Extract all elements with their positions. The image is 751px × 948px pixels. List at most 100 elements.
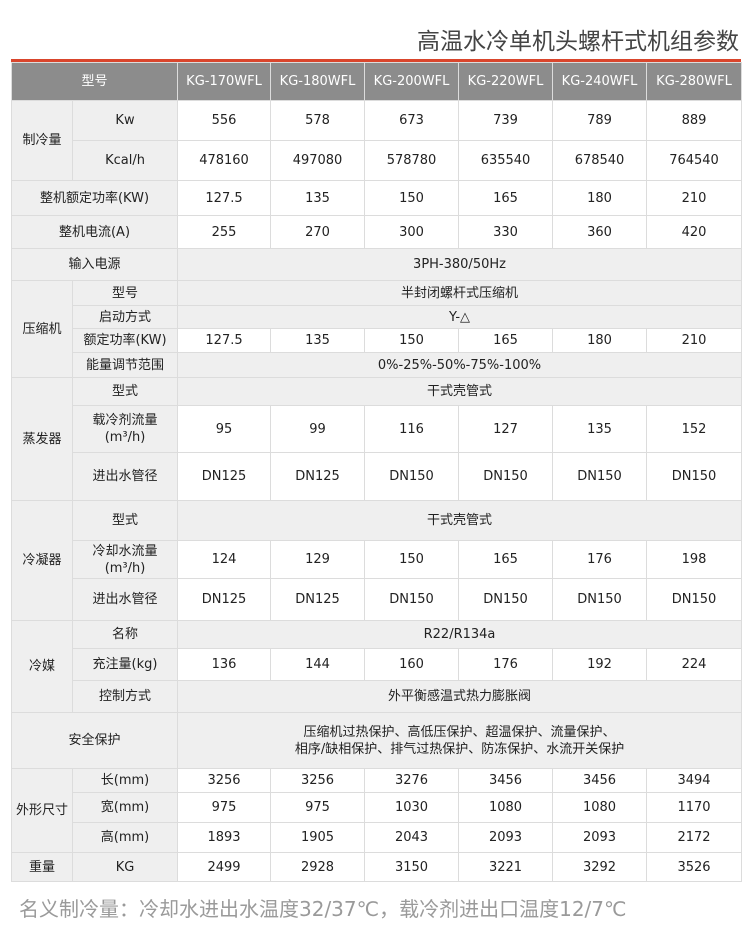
merged-value-cell: 干式壳管式 bbox=[177, 377, 743, 406]
value-cell: 150 bbox=[364, 328, 460, 353]
table-row: 外形尺寸 长(mm) 3256 3256 3276 3456 3456 3494 bbox=[11, 768, 743, 853]
value-cell: 678540 bbox=[552, 140, 648, 181]
value-cell: 3456 bbox=[458, 768, 554, 793]
header-model: KG-200WFL bbox=[364, 62, 460, 101]
value-cell: 127.5 bbox=[177, 180, 272, 216]
value-cell: 1905 bbox=[270, 822, 366, 853]
header-model-label: 型号 bbox=[10, 62, 179, 101]
table-row: 充注量(kg) 136 144 160 176 192 224 bbox=[12, 648, 743, 681]
row-group-label: 外形尺寸 bbox=[11, 768, 73, 853]
value-cell: 2499 bbox=[177, 852, 272, 882]
value-cell: 210 bbox=[646, 328, 743, 353]
table-row: 控制方式 外平衡感温式热力膨胀阀 bbox=[12, 680, 743, 713]
value-cell: DN150 bbox=[552, 452, 648, 501]
row-label: 整机电流(A) bbox=[10, 215, 179, 249]
value-cell: 673 bbox=[364, 100, 460, 141]
value-cell: 2172 bbox=[646, 822, 743, 853]
footnote: 名义制冷量：冷却水进出水温度32/37℃，载冷剂进出口温度12/7℃ bbox=[19, 897, 627, 921]
table-row: 输入电源 3PH-380/50Hz bbox=[10, 248, 743, 281]
row-label: 能量调节范围 bbox=[71, 352, 179, 378]
header-model: KG-170WFL bbox=[177, 62, 272, 101]
merged-value-cell: R22/R134a bbox=[177, 620, 743, 649]
merged-value-cell: Y-△ bbox=[177, 305, 743, 329]
row-label: 进出水管径 bbox=[71, 578, 179, 621]
merged-value-line: 相序/缺相保护、排气过热保护、防冻保护、水流开关保护 bbox=[294, 741, 625, 757]
row-label: KG bbox=[71, 852, 179, 882]
merged-value-cell: 3PH-380/50Hz bbox=[177, 248, 743, 281]
table-row: 冷却水流量(m³/h) 124 129 150 165 176 198 bbox=[12, 540, 743, 579]
table-row: 高(mm) 1893 1905 2043 2093 2093 2172 bbox=[12, 822, 743, 853]
value-cell: 124 bbox=[177, 540, 272, 579]
value-cell: 2093 bbox=[552, 822, 648, 853]
row-label: 长(mm) bbox=[71, 768, 179, 793]
row-label: 进出水管径 bbox=[71, 452, 179, 501]
table-row: 进出水管径 DN125 DN125 DN150 DN150 DN150 DN150 bbox=[12, 452, 743, 501]
value-cell: 578 bbox=[270, 100, 366, 141]
value-cell: 556 bbox=[177, 100, 272, 141]
row-label: 型式 bbox=[71, 377, 179, 406]
value-cell: 165 bbox=[458, 540, 554, 579]
row-group-label: 蒸发器 bbox=[11, 377, 73, 501]
value-cell: DN150 bbox=[646, 452, 743, 501]
row-label: 额定功率(KW) bbox=[71, 328, 179, 353]
row-label: 输入电源 bbox=[10, 248, 179, 281]
value-cell: 224 bbox=[646, 648, 743, 681]
merged-value-cell: 0%-25%-50%-75%-100% bbox=[177, 352, 743, 378]
value-cell: 635540 bbox=[458, 140, 554, 181]
value-cell: 165 bbox=[458, 180, 554, 216]
value-cell: 1030 bbox=[364, 792, 460, 823]
table-row: 宽(mm) 975 975 1030 1080 1080 1170 bbox=[12, 792, 743, 823]
merged-value-line: 压缩机过热保护、高低压保护、超温保护、流量保护、 bbox=[303, 724, 616, 740]
value-cell: 1170 bbox=[646, 792, 743, 823]
value-cell: 176 bbox=[458, 648, 554, 681]
merged-value-cell: 外平衡感温式热力膨胀阀 bbox=[177, 680, 743, 713]
value-cell: 255 bbox=[177, 215, 272, 249]
value-cell: DN125 bbox=[177, 452, 272, 501]
value-cell: 160 bbox=[364, 648, 460, 681]
table-row: 蒸发器 型式 干式壳管式 bbox=[11, 377, 743, 501]
value-cell: 420 bbox=[646, 215, 743, 249]
row-label: 充注量(kg) bbox=[71, 648, 179, 681]
merged-value-cell: 压缩机过热保护、高低压保护、超温保护、流量保护、 相序/缺相保护、排气过热保护、防… bbox=[177, 712, 743, 769]
value-cell: 165 bbox=[458, 328, 554, 353]
row-label: 整机额定功率(KW) bbox=[10, 180, 179, 216]
row-group-label: 冷媒 bbox=[11, 620, 73, 713]
table-row: 载冷剂流量(m³/h) 95 99 116 127 135 152 bbox=[12, 405, 743, 453]
value-cell: 889 bbox=[646, 100, 743, 141]
row-group-label: 重量 bbox=[11, 852, 73, 882]
value-cell: 300 bbox=[364, 215, 460, 249]
table-row: 安全保护 压缩机过热保护、高低压保护、超温保护、流量保护、 相序/缺相保护、排气过热… bbox=[10, 712, 743, 769]
row-label: 启动方式 bbox=[71, 305, 179, 329]
value-cell: 152 bbox=[646, 405, 743, 453]
value-cell: DN150 bbox=[364, 452, 460, 501]
value-cell: DN150 bbox=[646, 578, 743, 621]
merged-value-cell: 干式壳管式 bbox=[177, 500, 743, 541]
value-cell: 99 bbox=[270, 405, 366, 453]
table-row: 冷凝器 型式 干式壳管式 bbox=[11, 500, 743, 621]
value-cell: 3276 bbox=[364, 768, 460, 793]
value-cell: 129 bbox=[270, 540, 366, 579]
row-label: 控制方式 bbox=[71, 680, 179, 713]
table-row: 制冷量 Kw 556 578 673 739 789 889 bbox=[11, 100, 743, 181]
table-row: Kcal/h 478160 497080 578780 635540 678540 7645… bbox=[12, 140, 743, 181]
value-cell: 739 bbox=[458, 100, 554, 141]
value-cell: 180 bbox=[552, 180, 648, 216]
value-cell: 3494 bbox=[646, 768, 743, 793]
value-cell: 95 bbox=[177, 405, 272, 453]
value-cell: 176 bbox=[552, 540, 648, 579]
value-cell: 789 bbox=[552, 100, 648, 141]
value-cell: 3292 bbox=[552, 852, 648, 882]
value-cell: 3150 bbox=[364, 852, 460, 882]
header-model: KG-180WFL bbox=[270, 62, 366, 101]
row-group-label: 制冷量 bbox=[11, 100, 73, 181]
value-cell: 3256 bbox=[177, 768, 272, 793]
header-model: KG-280WFL bbox=[646, 62, 743, 101]
value-cell: 1080 bbox=[552, 792, 648, 823]
value-cell: 2043 bbox=[364, 822, 460, 853]
value-cell: 127 bbox=[458, 405, 554, 453]
value-cell: 2093 bbox=[458, 822, 554, 853]
table-row: 进出水管径 DN125 DN125 DN150 DN150 DN150 DN150 bbox=[12, 578, 743, 621]
value-cell: 578780 bbox=[364, 140, 460, 181]
table-row: 能量调节范围 0%-25%-50%-75%-100% bbox=[12, 352, 743, 378]
value-cell: 478160 bbox=[177, 140, 272, 181]
